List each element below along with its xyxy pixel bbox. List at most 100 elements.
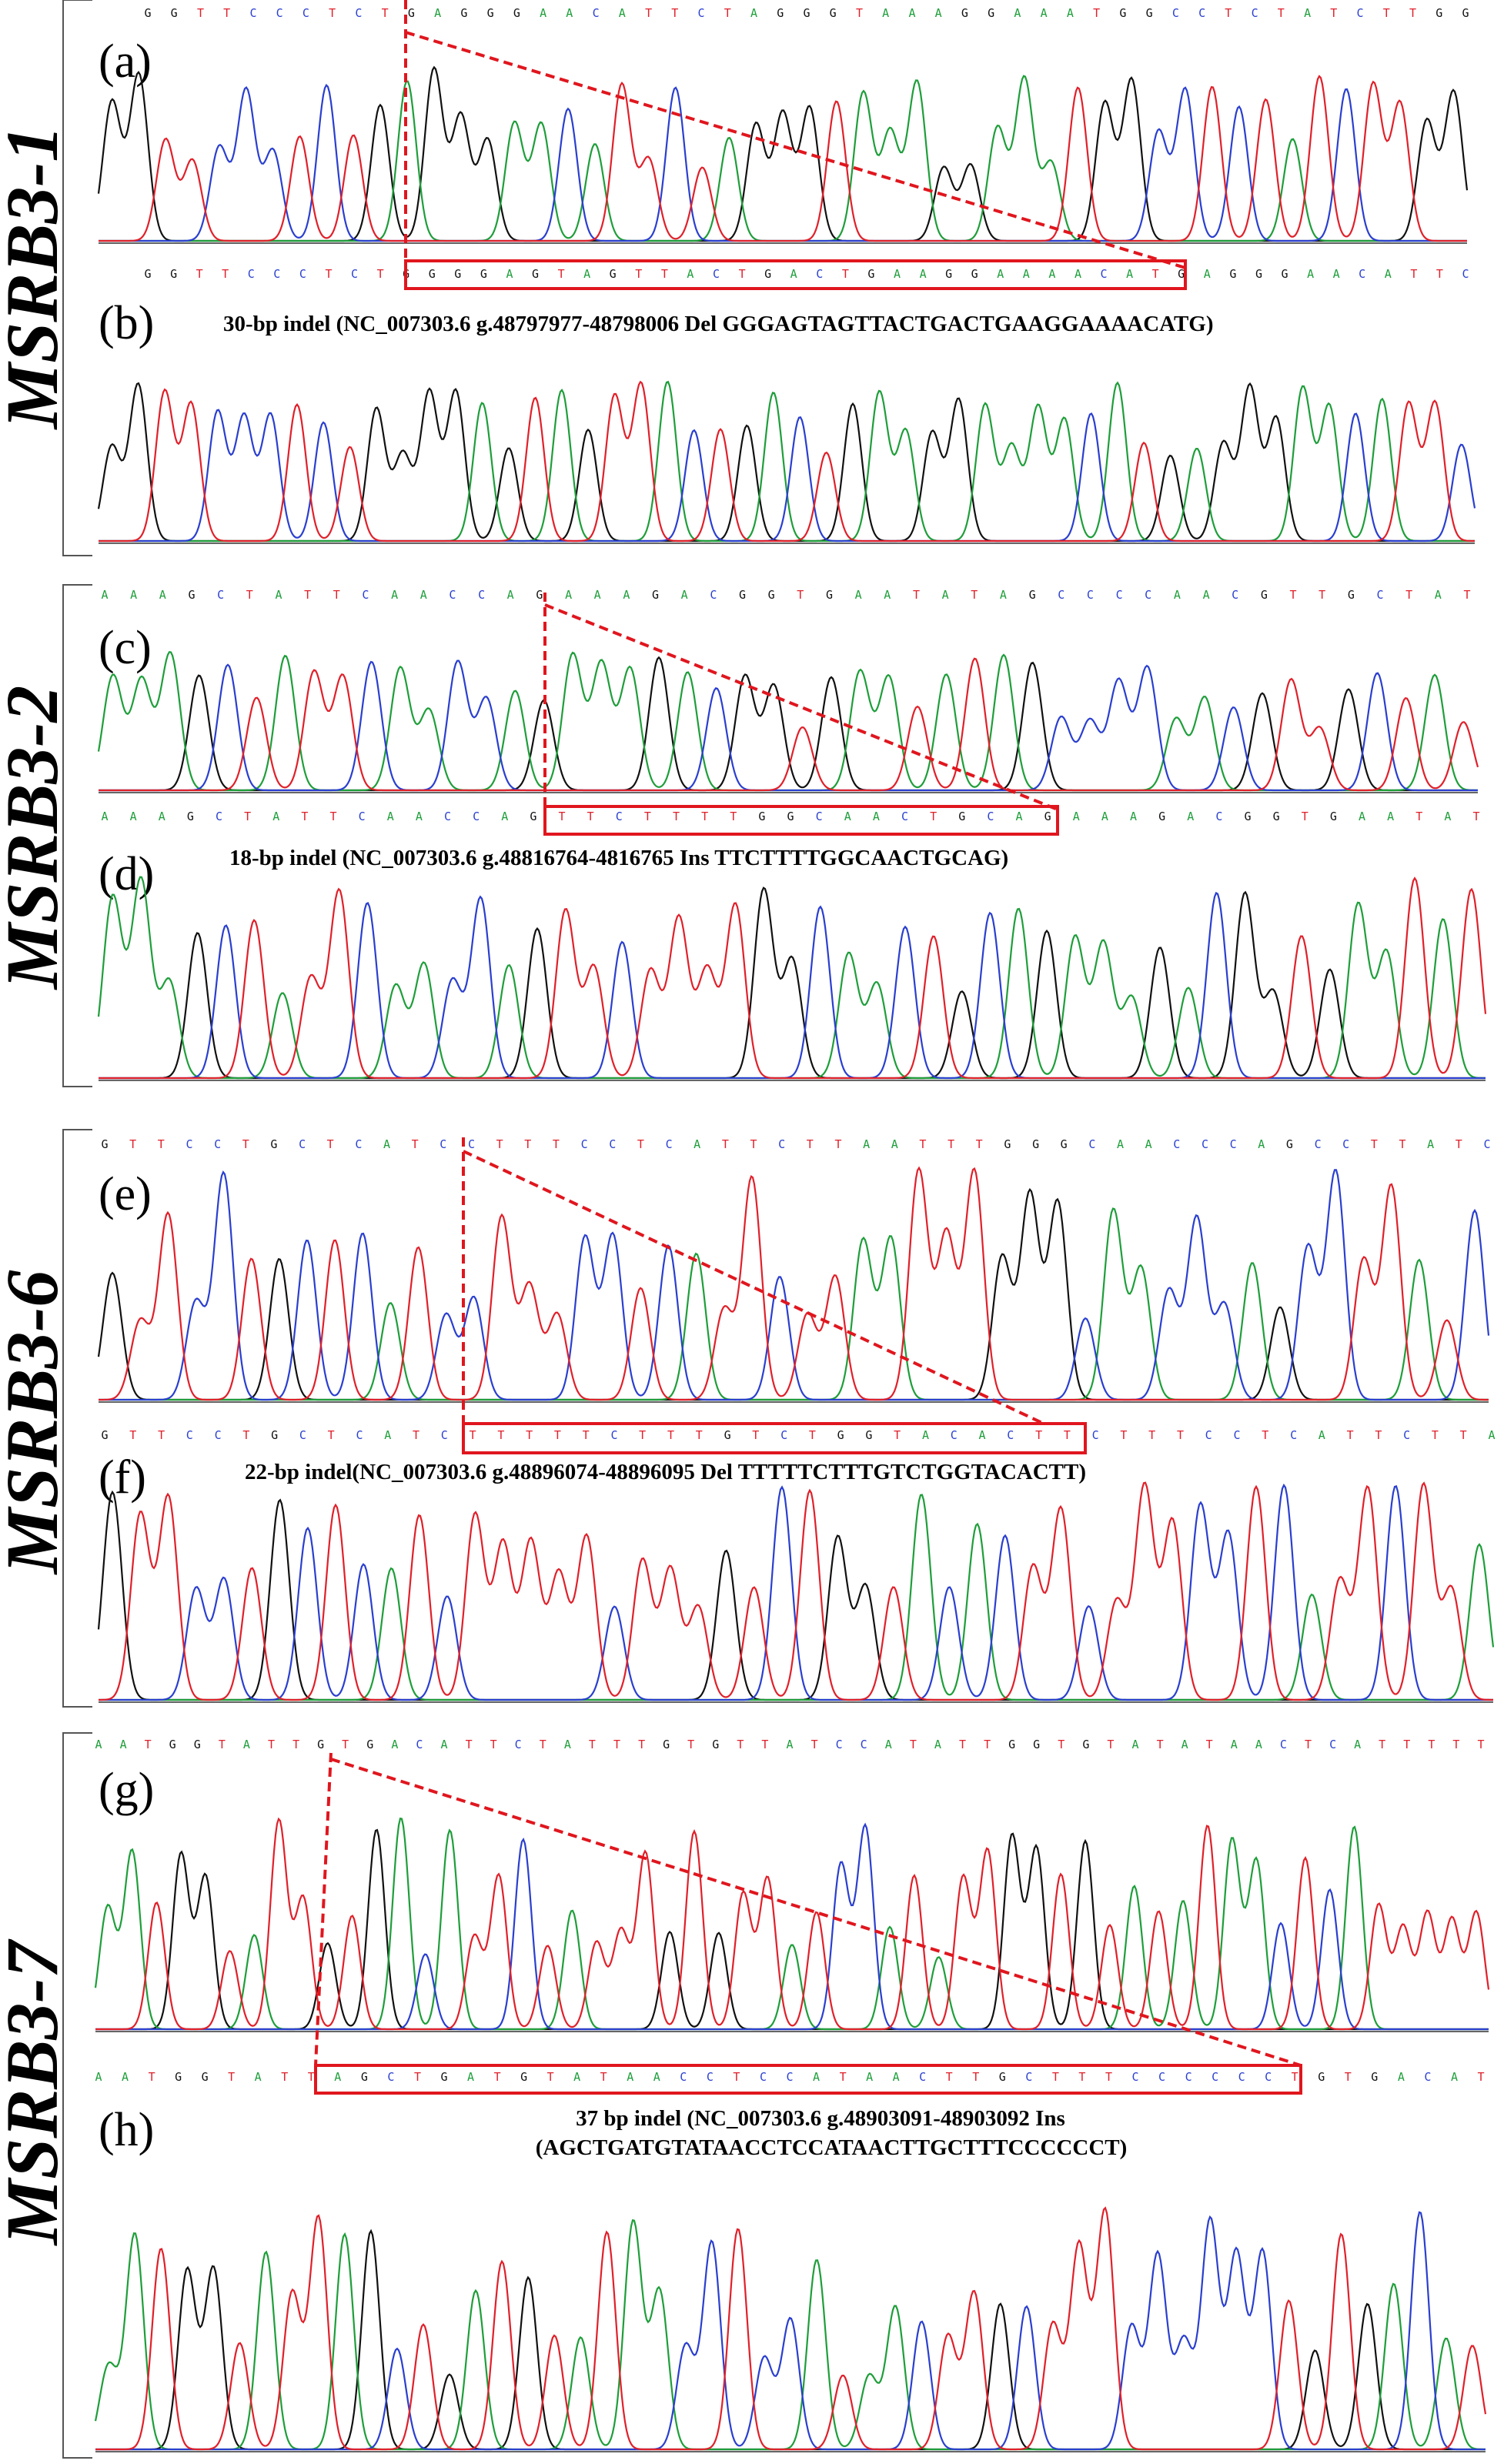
base-call: C xyxy=(581,1137,588,1151)
base-call: T xyxy=(304,588,311,602)
base-call: G xyxy=(536,588,543,602)
base-call: T xyxy=(1460,1428,1467,1442)
base-call: T xyxy=(223,6,230,20)
base-call: G xyxy=(520,2070,527,2084)
base-call: A xyxy=(1488,1428,1495,1442)
trace-g xyxy=(97,65,1469,242)
indel-pointer-vertical xyxy=(314,1752,333,2066)
base-call: C xyxy=(1315,1137,1322,1151)
trace-t xyxy=(95,2206,1487,2451)
base-call: A xyxy=(885,1738,892,1751)
base-call: A xyxy=(1073,810,1080,823)
base-call: A xyxy=(681,588,688,602)
base-call: T xyxy=(1432,1428,1439,1442)
base-call: T xyxy=(644,810,651,823)
base-call: G xyxy=(170,267,177,281)
base-call: G xyxy=(971,267,978,281)
base-call: T xyxy=(1403,1738,1410,1751)
base-call: T xyxy=(301,810,308,823)
base-call: G xyxy=(1178,267,1185,281)
base-call: C xyxy=(1329,1738,1336,1751)
base-call: T xyxy=(466,1738,473,1751)
base-call: T xyxy=(946,2070,953,2084)
base-call: C xyxy=(1252,6,1258,20)
base-call: A xyxy=(1130,810,1137,823)
base-call: C xyxy=(473,810,480,823)
trace-a xyxy=(99,75,1467,242)
base-call: G xyxy=(366,1738,373,1751)
base-call: G xyxy=(826,588,833,602)
base-call: T xyxy=(811,1738,818,1751)
base-call: G xyxy=(1371,2070,1378,2084)
base-call: A xyxy=(1385,267,1392,281)
base-call: T xyxy=(1206,1738,1213,1751)
base-call: A xyxy=(893,2070,900,2084)
base-call: A xyxy=(95,1738,102,1751)
base-call: T xyxy=(414,2070,421,2084)
base-call: A xyxy=(908,6,915,20)
base-call: T xyxy=(470,1428,476,1442)
base-call: T xyxy=(490,1738,497,1751)
base-call: G xyxy=(1082,1738,1089,1751)
base-call: G xyxy=(440,2070,447,2084)
base-call: C xyxy=(276,6,283,20)
base-call: A xyxy=(1181,1738,1188,1751)
base-call: G xyxy=(530,810,536,823)
panel-label-mut: (h) xyxy=(99,2104,154,2156)
base-call: C xyxy=(593,6,600,20)
base-call: T xyxy=(246,588,253,602)
base-call: C xyxy=(1172,6,1179,20)
base-call: A xyxy=(1258,1137,1265,1151)
base-call: G xyxy=(270,1137,277,1151)
base-call: A xyxy=(416,810,423,823)
base-call: A xyxy=(1048,267,1055,281)
base-call: G xyxy=(1330,810,1337,823)
base-call: G xyxy=(867,267,874,281)
base-call: T xyxy=(1330,6,1337,20)
base-call: C xyxy=(1131,2070,1138,2084)
base-call: A xyxy=(997,267,1004,281)
base-call: G xyxy=(1158,810,1165,823)
base-call: T xyxy=(834,1137,841,1151)
base-call: A xyxy=(1435,588,1442,602)
base-call: T xyxy=(547,2070,554,2084)
base-call: A xyxy=(1145,1137,1152,1151)
base-call: A xyxy=(790,267,797,281)
trace-c xyxy=(95,2211,1486,2451)
base-call: G xyxy=(1032,1137,1039,1151)
base-call: T xyxy=(222,267,229,281)
base-call: T xyxy=(242,1137,249,1151)
base-call: A xyxy=(434,6,441,20)
base-call: C xyxy=(216,810,222,823)
base-call: G xyxy=(101,1428,108,1442)
base-call: T xyxy=(1399,1137,1405,1151)
base-call: T xyxy=(645,6,652,20)
base-call: C xyxy=(1025,2070,1032,2084)
base-call: A xyxy=(467,2070,474,2084)
base-call: T xyxy=(1278,6,1285,20)
indel-pointer-diagonal xyxy=(405,31,1186,269)
base-call: C xyxy=(1185,2070,1192,2084)
base-call: A xyxy=(855,588,862,602)
base-call: T xyxy=(1436,267,1443,281)
base-call: T xyxy=(382,6,389,20)
base-call: T xyxy=(526,1428,533,1442)
base-call: A xyxy=(1041,6,1048,20)
base-call: G xyxy=(194,1738,201,1751)
base-call: G xyxy=(171,6,178,20)
indel-pointer-diagonal xyxy=(463,1150,1044,1425)
base-call: C xyxy=(951,1428,958,1442)
base-call: G xyxy=(144,267,151,281)
base-call: A xyxy=(275,588,282,602)
base-call: C xyxy=(215,1428,222,1442)
base-call: A xyxy=(1354,1738,1361,1751)
base-call: T xyxy=(750,1137,757,1151)
base-call: C xyxy=(1116,588,1123,602)
base-call: T xyxy=(761,1738,768,1751)
base-call: C xyxy=(355,6,362,20)
base-call: G xyxy=(712,1738,719,1751)
base-call: T xyxy=(1452,1738,1459,1751)
